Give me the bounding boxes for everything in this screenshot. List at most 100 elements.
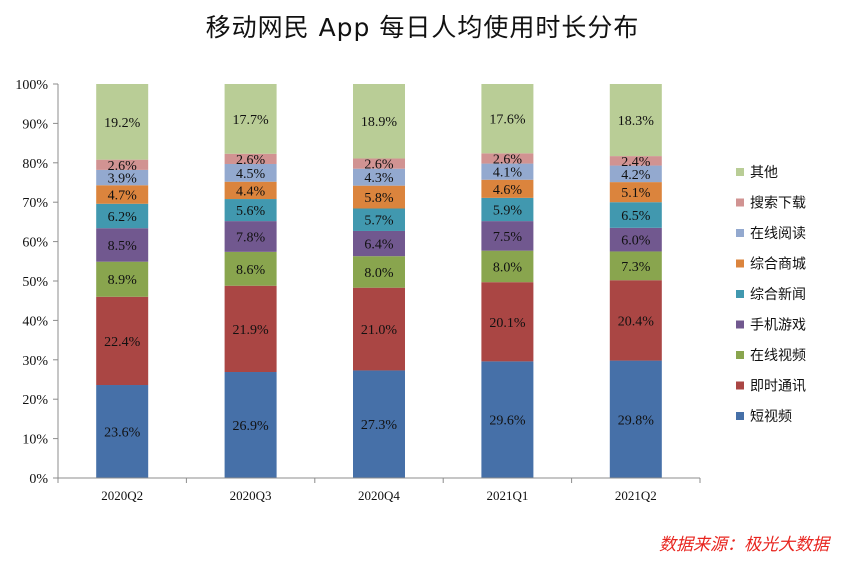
bar-segment (96, 385, 149, 478)
data-label: 29.8% (618, 413, 655, 428)
data-label: 6.5% (621, 209, 651, 224)
data-label: 4.7% (108, 189, 138, 204)
data-label: 8.5% (108, 239, 138, 254)
bar-segment (224, 285, 277, 373)
bar-segment (481, 197, 534, 222)
data-label: 21.0% (361, 323, 398, 338)
data-label: 5.1% (621, 186, 651, 201)
data-label: 2.6% (364, 158, 394, 173)
bar-segment (224, 372, 277, 478)
legend-swatch (736, 259, 744, 268)
y-tick-label: 80% (22, 157, 48, 172)
bar-segment (481, 163, 534, 180)
data-label: 26.9% (233, 419, 270, 434)
bar-segment (609, 280, 662, 361)
bar-segment (224, 221, 277, 252)
bar-segment (96, 84, 149, 160)
y-tick-label: 40% (22, 314, 48, 329)
data-label: 18.3% (618, 114, 655, 129)
legend-swatch (736, 412, 744, 420)
bar-segment (481, 179, 534, 198)
legend-swatch (736, 229, 744, 237)
data-label: 4.3% (364, 171, 394, 186)
y-tick-label: 0% (29, 472, 48, 487)
x-tick-label: 2021Q1 (486, 488, 528, 503)
x-tick-label: 2020Q4 (358, 488, 400, 503)
data-label: 22.4% (104, 335, 141, 350)
legend-swatch (736, 168, 744, 176)
data-label: 7.5% (493, 230, 523, 245)
bar-segment (481, 84, 534, 154)
bar-segment (96, 228, 149, 262)
y-tick-label: 70% (22, 196, 48, 211)
bar-segment (353, 370, 405, 478)
bar-segment (353, 185, 405, 209)
data-label: 5.8% (364, 191, 394, 206)
data-label: 8.0% (493, 260, 523, 275)
bar-segment (481, 361, 534, 478)
bar-segment (96, 296, 149, 386)
y-tick-label: 30% (22, 354, 48, 369)
bar-segment (96, 169, 149, 186)
legend-item: 即时通讯 (736, 379, 806, 395)
legend-label: 搜索下载 (750, 195, 806, 212)
data-label: 18.9% (361, 115, 398, 130)
bar-segment (224, 199, 277, 222)
bar-segment (481, 250, 534, 283)
x-axis: 2020Q2 2020Q3 2020Q4 2021Q1 2021Q2 (57, 477, 701, 503)
data-label: 5.7% (364, 214, 394, 229)
data-label: 6.2% (108, 210, 138, 225)
legend-swatch (736, 198, 744, 207)
y-tick-label: 10% (22, 433, 48, 448)
data-label: 19.2% (104, 116, 141, 131)
data-label: 8.0% (364, 266, 394, 281)
data-source-note: 数据来源：极光大数据 (659, 535, 829, 555)
bar-segment (353, 168, 405, 186)
data-label: 3.9% (108, 172, 138, 187)
legend-label: 综合商城 (750, 257, 806, 273)
bar-segment (96, 185, 149, 204)
legend-item: 在线视频 (736, 348, 806, 364)
legend-swatch (736, 290, 744, 298)
y-axis: 0% 10% 20% 30% 40% 50% 60% 70% 80% 90% 100% (15, 78, 59, 487)
data-label: 17.7% (233, 113, 270, 128)
data-label: 2.6% (108, 159, 138, 174)
legend-label: 其他 (750, 165, 778, 181)
bar-segment (609, 227, 662, 252)
y-tick-label: 50% (22, 275, 48, 290)
legend-item: 手机游戏 (736, 318, 806, 334)
data-label: 2.6% (493, 152, 523, 167)
x-tick-label: 2021Q2 (615, 488, 657, 503)
data-label: 23.6% (104, 426, 141, 441)
y-tick-label: 60% (22, 236, 48, 251)
data-label: 8.6% (236, 263, 266, 278)
bar-segment (609, 360, 662, 478)
legend-swatch (736, 381, 744, 390)
data-label: 6.0% (621, 234, 651, 249)
data-label: 2.4% (621, 155, 651, 170)
bar-segment (609, 251, 662, 281)
bar-segment (481, 282, 534, 362)
data-label: 4.5% (236, 167, 266, 182)
legend-label: 手机游戏 (750, 318, 806, 334)
data-label: 27.3% (361, 418, 398, 433)
bar-segment (609, 156, 662, 166)
data-label: 6.4% (364, 238, 394, 253)
legend-label: 综合新闻 (750, 287, 806, 303)
y-tick-label: 20% (22, 393, 48, 408)
x-tick-label: 2020Q3 (230, 488, 272, 503)
x-tick-label: 2020Q2 (101, 488, 143, 503)
data-label: 7.8% (236, 230, 266, 245)
bar-segment (481, 221, 534, 251)
bar-segment (609, 182, 662, 203)
data-label: 20.4% (618, 314, 655, 329)
bar-segment (353, 208, 405, 231)
legend-swatch (736, 351, 744, 359)
legend-label: 在线视频 (750, 348, 806, 364)
legend-item: 短视频 (736, 409, 792, 425)
data-label: 5.6% (236, 204, 266, 219)
data-label: 29.6% (489, 414, 526, 429)
data-label: 4.4% (236, 184, 266, 199)
